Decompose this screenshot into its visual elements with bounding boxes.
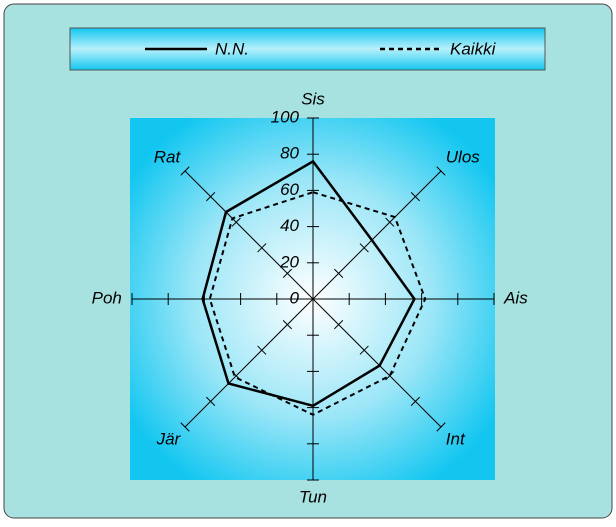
tick-mark [206,396,216,406]
tick-mark [385,371,395,381]
tick-mark [410,192,420,202]
axis-line [184,170,314,300]
y-tick-label: 40 [280,216,299,235]
axis-label: Tun [299,488,327,507]
axis-line [312,298,442,428]
axis-label: Rat [154,148,182,167]
tick-mark [180,422,190,432]
series-line [201,159,416,408]
tick-mark [180,166,190,176]
legend-label: N.N. [215,39,249,58]
axis-line [184,298,314,428]
axis-label: Ulos [446,148,481,167]
tick-mark [257,345,267,355]
y-tick-label: 0 [290,288,300,307]
axis-label: Poh [92,288,122,307]
tick-mark [436,422,446,432]
y-tick-label: 80 [280,144,299,163]
tick-mark [359,243,369,253]
axis-label: Sis [301,89,325,108]
tick-mark [334,320,344,330]
axis-label: Jär [156,429,182,448]
tick-mark [282,320,292,330]
y-tick-label: 20 [279,252,299,271]
tick-mark [359,345,369,355]
tick-mark [257,243,267,253]
y-tick-label: 60 [280,180,299,199]
axis-label: Ais [503,288,528,307]
y-tick-label: 100 [271,107,300,126]
axis-line [312,170,442,300]
tick-mark [334,268,344,278]
legend-label: Kaikki [450,39,497,58]
axis-label: Int [446,429,466,448]
tick-mark [410,396,420,406]
tick-mark [385,217,395,227]
tick-mark [206,192,216,202]
tick-mark [282,268,292,278]
tick-mark [231,217,241,227]
tick-mark [436,166,446,176]
series-line [208,191,427,416]
